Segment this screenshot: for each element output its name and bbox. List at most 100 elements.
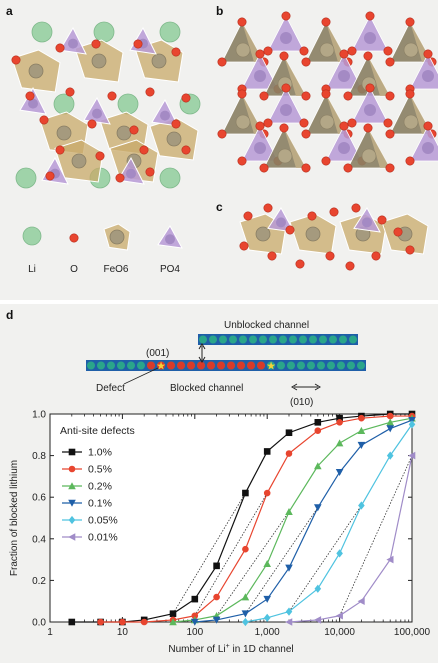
- series-line: [245, 424, 413, 623]
- p-atom: [68, 38, 78, 49]
- legend-title: Anti-site defects: [60, 425, 135, 437]
- defect-pointer: [123, 367, 159, 385]
- legend-entry: 0.1%: [88, 498, 112, 510]
- o-atom: [129, 125, 139, 135]
- x-tick-label: 1: [47, 627, 53, 638]
- panel-label-a: a: [6, 4, 13, 18]
- y-tick-label: 0.8: [32, 451, 46, 462]
- blocked-site: [197, 361, 205, 370]
- li-site: [259, 335, 267, 344]
- o-atom: [329, 207, 339, 217]
- fe-atom: [91, 53, 107, 69]
- fe-facet: [368, 128, 390, 168]
- defect-star: ★: [266, 361, 276, 373]
- o-atom: [371, 251, 381, 261]
- li-site: [357, 361, 365, 370]
- fe-atom: [403, 42, 419, 58]
- o-atom: [285, 225, 295, 235]
- li-site: [339, 335, 347, 344]
- direction-001-label: (001): [146, 348, 169, 359]
- o-atom: [343, 163, 353, 173]
- p-atom: [422, 142, 434, 154]
- data-point: [263, 595, 271, 603]
- li-site: [307, 361, 315, 370]
- fe-facet: [284, 56, 306, 96]
- y-tick-label: 0.6: [32, 493, 46, 504]
- o-atom: [281, 83, 291, 93]
- fe-atom: [71, 153, 87, 169]
- p-atom: [276, 217, 286, 228]
- o-atom: [339, 49, 349, 59]
- o-atom: [91, 39, 101, 49]
- series-fit-line: [288, 505, 362, 612]
- blocked-site: [187, 361, 195, 370]
- blocked-site: [167, 361, 175, 370]
- data-point: [386, 425, 395, 433]
- data-point: [140, 618, 148, 626]
- p-atom: [280, 104, 292, 116]
- series-line: [100, 415, 412, 623]
- o-atom: [145, 167, 155, 177]
- o-atom: [385, 57, 395, 67]
- o-atom: [239, 241, 249, 251]
- o-atom: [405, 156, 415, 166]
- o-atom: [351, 203, 361, 213]
- o-atom: [263, 46, 273, 56]
- li-site: [239, 335, 247, 344]
- o-atom: [307, 211, 317, 221]
- o-atom: [345, 261, 355, 271]
- unblocked-channel-label: Unblocked channel: [224, 320, 309, 331]
- li-site: [309, 335, 317, 344]
- p-atom: [92, 108, 102, 119]
- series-0-1pct: [191, 416, 416, 626]
- li-site: [319, 335, 327, 344]
- data-point: [213, 562, 220, 570]
- o-atom: [281, 11, 291, 21]
- x-tick-label: 1,000: [255, 627, 280, 638]
- legend-entry: 0.2%: [88, 481, 112, 493]
- fe-atom: [116, 125, 132, 141]
- data-point: [285, 507, 293, 516]
- li-site: [327, 361, 335, 370]
- data-point: [68, 618, 76, 626]
- o-atom: [363, 51, 373, 61]
- li-atom: [31, 21, 53, 43]
- o-atom: [95, 151, 105, 161]
- o-atom: [347, 118, 357, 128]
- data-point: [119, 618, 126, 626]
- data-point: [314, 419, 322, 426]
- data-point: [242, 617, 249, 627]
- li-site: [289, 335, 297, 344]
- blocked-site: [227, 361, 235, 370]
- y-tick-label: 0.2: [32, 576, 46, 587]
- series-0-5pct: [97, 412, 416, 626]
- panel-label-c: c: [216, 200, 223, 214]
- unblocked-channel: [198, 334, 358, 345]
- data-point: [97, 618, 104, 626]
- o-atom: [343, 91, 353, 101]
- o-atom: [243, 211, 253, 221]
- o-atom: [321, 17, 331, 27]
- legend-entry: 0.05%: [88, 515, 118, 527]
- o-atom: [301, 163, 311, 173]
- o-atom: [393, 227, 403, 237]
- o-atom: [279, 123, 289, 133]
- series-fit-line: [172, 492, 246, 614]
- blocked-site: [177, 361, 185, 370]
- legend-label-li: Li: [28, 264, 36, 275]
- li-site: [349, 335, 357, 344]
- o-atom: [299, 46, 309, 56]
- o-atom: [237, 156, 247, 166]
- fe-atom: [151, 53, 167, 69]
- o-atom: [295, 259, 305, 269]
- chart-legend: Anti-site defects 1.0% 0.5% 0.2% 0.1% 0.05% 0.…: [60, 425, 135, 544]
- o-atom: [139, 145, 149, 155]
- channel-bar: [198, 334, 358, 345]
- crystal-structures: Li O FeO6 PO4: [11, 11, 438, 275]
- p-atom: [254, 142, 266, 154]
- x-tick-label: 100,000: [394, 627, 431, 638]
- data-point: [358, 414, 365, 422]
- p-atom: [338, 142, 350, 154]
- o-atom: [383, 46, 393, 56]
- data-point: [212, 616, 221, 624]
